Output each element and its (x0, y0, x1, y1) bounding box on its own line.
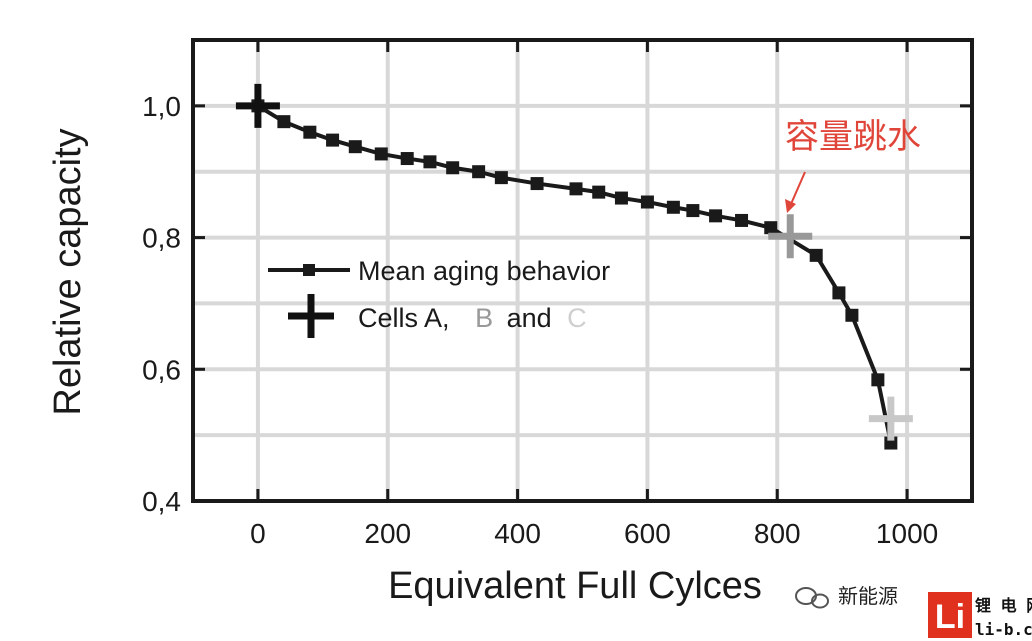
series-layer (235, 83, 913, 450)
mean-aging-point (494, 171, 508, 185)
mean-aging-point (326, 133, 340, 147)
mean-aging-point (735, 213, 749, 227)
watermark-text: 新能源 (838, 584, 898, 608)
annotation-capacity-dive: 容量跳水 (785, 117, 921, 213)
legend-cell-b: B (475, 303, 493, 333)
mean-aging-point (686, 204, 700, 218)
y-tick-label: 0,6 (142, 354, 181, 385)
legend-and: and (507, 303, 552, 333)
grid-lines (193, 40, 972, 501)
legend-square-marker (303, 264, 315, 276)
mean-aging-point (446, 161, 460, 175)
mean-aging-point (640, 195, 654, 209)
y-tick-label: 1,0 (142, 91, 181, 122)
mean-aging-point (348, 140, 362, 154)
plot-frame (191, 38, 974, 503)
cell-c-marker (868, 396, 913, 441)
legend-label-mean: Mean aging behavior (358, 256, 610, 286)
mean-aging-point (832, 286, 846, 300)
x-axis-title: Equivalent Full Cylces (388, 565, 762, 607)
mean-aging-point (530, 177, 544, 191)
y-axis-title: Relative capacity (47, 128, 89, 415)
x-tick-label: 400 (494, 518, 541, 549)
mean-aging-point (277, 115, 291, 129)
logo-letter: Li (935, 598, 965, 636)
legend-cells-prefix: Cells A, (358, 303, 450, 333)
x-tick-label: 600 (624, 518, 671, 549)
legend-label-cells: Cells A, B and C (358, 303, 587, 333)
legend-plus-marker (288, 294, 334, 338)
mean-aging-point (809, 248, 823, 262)
logo-block (928, 592, 972, 638)
mean-aging-point (569, 182, 583, 196)
mean-aging-point (709, 209, 723, 223)
x-tick-label: 800 (754, 518, 801, 549)
x-tick-label: 1000 (876, 518, 938, 549)
mean-aging-point (374, 147, 388, 161)
logo-line2: li-b.cn (975, 620, 1032, 639)
wechat-icon (795, 587, 829, 609)
cell-b-marker (768, 214, 813, 259)
annotation-arrow-shaft (790, 171, 806, 205)
tick-labels: 0 200 400 600 800 1000 0,4 0,6 0,8 1,0 (142, 91, 938, 549)
mean-aging-point (614, 191, 628, 205)
legend: Mean aging behavior Cells A, B and C (268, 256, 610, 338)
mean-aging-point (845, 308, 859, 322)
mean-aging-point (871, 373, 885, 387)
legend-cell-c: C (567, 303, 587, 333)
mean-aging-point (592, 185, 606, 199)
mean-aging-point (303, 125, 317, 139)
mean-aging-point (764, 221, 778, 235)
mean-aging-point (423, 155, 437, 169)
cell-a-marker (235, 83, 280, 128)
annotation-label: 容量跳水 (785, 117, 921, 157)
logo-line1: 锂 电 网 (975, 596, 1032, 615)
x-tick-label: 200 (364, 518, 411, 549)
y-tick-label: 0,4 (142, 486, 181, 517)
mean-aging-point (472, 165, 486, 179)
mean-aging-point (666, 200, 680, 214)
y-tick-label: 0,8 (142, 223, 181, 254)
mean-aging-point (400, 152, 414, 166)
x-tick-label: 0 (250, 518, 266, 549)
annotation-arrow-head (785, 199, 796, 213)
watermark: 新能源 Li 锂 电 网 li-b.cn (795, 584, 1032, 639)
plot-border (191, 38, 974, 503)
